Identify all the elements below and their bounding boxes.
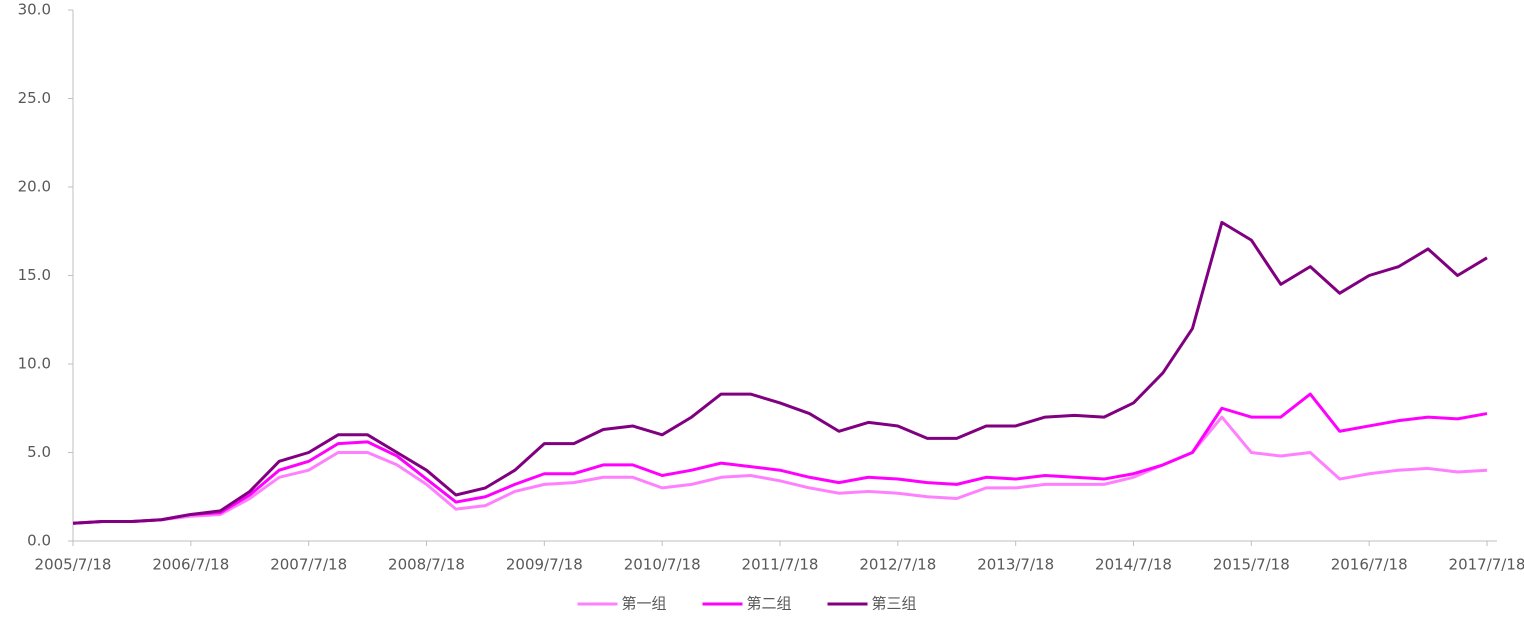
x-tick-label: 2016/7/18 [1331,556,1408,574]
x-tick-label: 2011/7/18 [742,556,819,574]
x-tick-label: 2010/7/18 [624,556,701,574]
y-tick-label: 5.0 [27,443,51,461]
legend-label: 第二组 [747,595,792,613]
y-tick-label: 30.0 [18,1,51,19]
series-line [72,415,1488,525]
y-tick-label: 10.0 [18,355,51,373]
series-line [72,220,1488,525]
y-tick-label: 15.0 [18,266,51,284]
legend-label: 第三组 [872,595,917,613]
series-line [72,392,1488,525]
y-tick-label: 0.0 [27,532,51,550]
x-tick-label: 2005/7/18 [35,556,112,574]
legend-label: 第一组 [622,595,667,613]
x-tick-label: 2007/7/18 [270,556,347,574]
x-tick-label: 2009/7/18 [506,556,583,574]
y-tick-label: 25.0 [18,89,51,107]
x-tick-label: 2013/7/18 [977,556,1054,574]
x-tick-label: 2012/7/18 [859,556,936,574]
x-tick-label: 2015/7/18 [1213,556,1290,574]
x-tick-label: 2014/7/18 [1095,556,1172,574]
x-tick-label: 2006/7/18 [152,556,229,574]
y-tick-label: 20.0 [18,178,51,196]
x-tick-label: 2017/7/18 [1449,556,1524,574]
x-tick-label: 2008/7/18 [388,556,465,574]
